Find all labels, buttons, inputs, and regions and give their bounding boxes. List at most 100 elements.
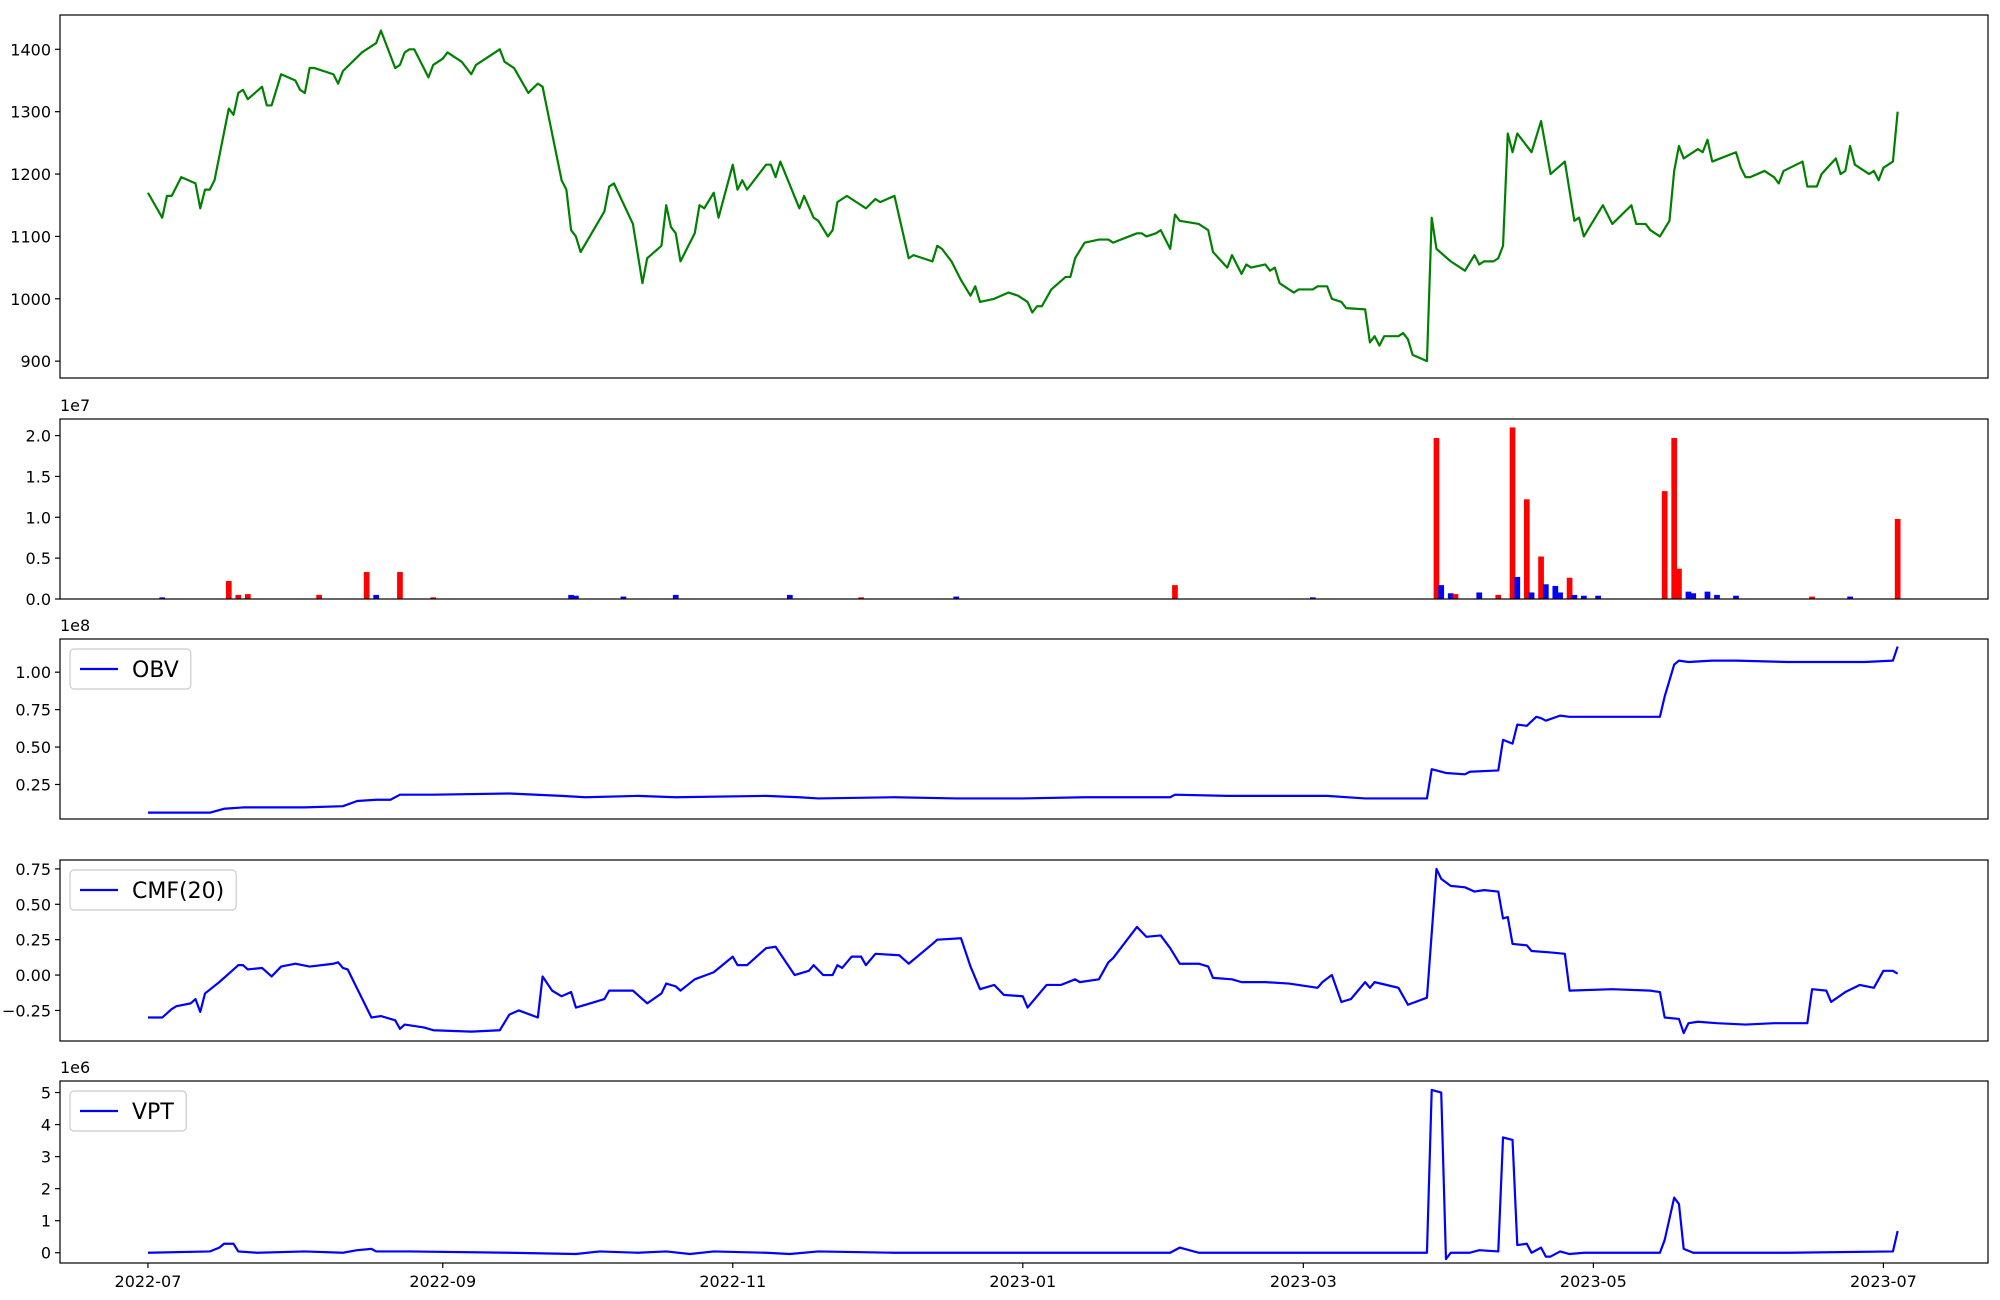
- volume-bar: [430, 597, 437, 599]
- data-line: [147, 867, 1899, 1035]
- x-tick-label: 2022-11: [699, 1272, 766, 1291]
- volume-bar: [1476, 592, 1483, 599]
- volume-bar: [1566, 577, 1573, 599]
- y-tick-label: 0.00: [15, 966, 51, 985]
- axes-frame: [59, 14, 1989, 379]
- y-tick-label: 0.5: [26, 549, 51, 568]
- legend-label: CMF(20): [132, 879, 224, 904]
- volume-bar: [1542, 584, 1549, 599]
- volume-bar: [620, 596, 627, 599]
- volume-bar: [672, 594, 679, 599]
- x-tick-label: 2022-07: [115, 1272, 182, 1291]
- y-tick-label: 4: [41, 1116, 51, 1135]
- volume-bar: [235, 594, 242, 599]
- volume-bar: [1433, 438, 1440, 599]
- volume-bar: [573, 595, 579, 599]
- y-tick-label: 1200: [10, 165, 51, 184]
- volume-bar: [858, 597, 865, 599]
- y-tick-label: 0: [41, 1244, 51, 1263]
- volume-bar: [1571, 594, 1578, 599]
- volume-bar: [1847, 596, 1853, 599]
- volume-bar: [1704, 591, 1711, 599]
- volume-bar: [1714, 594, 1720, 599]
- volume-bar: [244, 594, 251, 599]
- axes-frame: [59, 859, 1989, 1042]
- axes-frame: [59, 638, 1989, 820]
- y-tick-label: 0.25: [15, 931, 51, 950]
- volume-bar: [1447, 593, 1454, 599]
- volume-bar: [1309, 597, 1316, 599]
- volume-bar: [225, 581, 232, 599]
- volume-bar: [1661, 491, 1668, 599]
- offset-text: 1e7: [60, 396, 90, 415]
- y-tick-label: 1.5: [26, 467, 51, 486]
- x-tick-label: 2023-05: [1560, 1272, 1627, 1291]
- data-line: [147, 1088, 1899, 1261]
- volume-bar: [1438, 585, 1445, 599]
- offset-text: 1e8: [60, 616, 90, 635]
- data-line: [147, 646, 1899, 814]
- volume-bar: [1894, 518, 1901, 599]
- volume-bar: [1495, 594, 1502, 599]
- volume-bar: [953, 596, 960, 599]
- volume-bar: [1581, 595, 1587, 599]
- volume-bar: [1733, 595, 1739, 599]
- y-tick-label: 0.75: [15, 860, 51, 879]
- volume-bar: [1595, 595, 1601, 599]
- y-tick-label: 0.50: [15, 738, 51, 757]
- data-line: [147, 29, 1899, 363]
- y-tick-label: 5: [41, 1084, 51, 1103]
- legend-box: [69, 869, 237, 911]
- volume-bar: [397, 572, 403, 599]
- volume-bar: [1172, 585, 1178, 599]
- y-tick-label: 1.0: [26, 508, 51, 527]
- x-tick-label: 2023-03: [1270, 1272, 1337, 1291]
- x-tick-label: 2023-07: [1850, 1272, 1917, 1291]
- volume-bar: [1552, 585, 1559, 599]
- y-tick-label: 0.25: [15, 775, 51, 794]
- volume-bar: [1528, 592, 1535, 599]
- y-tick-label: 1.00: [15, 663, 51, 682]
- y-tick-label: 0.50: [15, 895, 51, 914]
- x-tick-label: 2022-09: [409, 1272, 476, 1291]
- volume-bar: [1685, 591, 1692, 599]
- offset-text: 1e6: [60, 1058, 90, 1077]
- volume-bar: [568, 594, 574, 599]
- volume-bar: [363, 572, 370, 599]
- y-tick-label: 0.0: [26, 590, 51, 609]
- y-tick-label: 1300: [10, 103, 51, 122]
- legend-label: OBV: [132, 658, 179, 683]
- volume-bar: [1557, 592, 1563, 599]
- y-tick-label: 1400: [10, 40, 51, 59]
- y-tick-label: 3: [41, 1148, 51, 1167]
- volume-bar: [373, 594, 380, 599]
- legend-box: [69, 648, 192, 690]
- volume-bar: [1509, 427, 1516, 599]
- legend-label: VPT: [132, 1100, 174, 1125]
- axes-frame: [59, 1080, 1989, 1264]
- y-tick-label: 1000: [10, 290, 51, 309]
- volume-bar: [1809, 596, 1815, 599]
- volume-bar: [1671, 438, 1678, 599]
- y-tick-label: 1: [41, 1212, 51, 1231]
- y-tick-label: −0.25: [2, 1001, 51, 1020]
- y-tick-label: 900: [20, 352, 51, 371]
- volume-bar: [1676, 568, 1682, 599]
- y-tick-label: 0.75: [15, 701, 51, 720]
- y-tick-label: 2.0: [26, 427, 51, 446]
- volume-bar: [1452, 594, 1459, 599]
- volume-bar: [1690, 593, 1697, 599]
- volume-bar: [1514, 576, 1521, 599]
- volume-bar: [1523, 499, 1530, 599]
- volume-bar: [316, 594, 322, 599]
- volume-bar: [159, 597, 166, 599]
- axes-frame: [59, 418, 1989, 600]
- volume-bar: [1538, 556, 1544, 599]
- volume-bar: [786, 594, 793, 599]
- legend-box: [69, 1090, 187, 1132]
- x-tick-label: 2023-01: [989, 1272, 1056, 1291]
- y-tick-label: 1100: [10, 227, 51, 246]
- y-tick-label: 2: [41, 1180, 51, 1199]
